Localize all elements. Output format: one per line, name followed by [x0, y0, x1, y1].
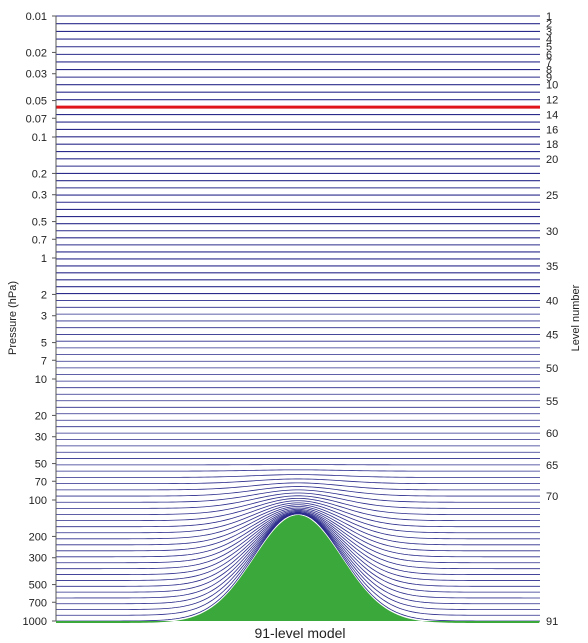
pressure-tick-label: 7: [41, 355, 47, 367]
level-tick-label: 45: [546, 329, 558, 341]
model-level-line: [56, 511, 540, 575]
level-tick-label: 30: [546, 226, 558, 238]
pressure-tick-label: 0.02: [26, 47, 47, 59]
pressure-tick-label: 0.2: [32, 168, 47, 180]
pressure-tick-label: 1000: [23, 616, 47, 628]
pressure-tick-label: 70: [35, 476, 47, 488]
level-axis-label: Level number: [570, 284, 582, 351]
level-tick-label: 25: [546, 190, 558, 202]
pressure-tick-label: 10: [35, 374, 47, 386]
level-tick-label: 50: [546, 363, 558, 375]
pressure-tick-label: 3: [41, 311, 47, 323]
level-ticks: 1234567891012141618202530354045505560657…: [546, 11, 558, 628]
figure-title: 91-level model: [254, 625, 345, 641]
pressure-tick-label: 1: [41, 253, 47, 265]
pressure-tick-label: 300: [29, 553, 47, 565]
level-tick-label: 12: [546, 95, 558, 107]
model-level-line: [56, 486, 540, 497]
model-level-line: [56, 492, 540, 509]
model-level-line: [56, 469, 540, 472]
model-level-line: [56, 497, 540, 522]
pressure-tick-label: 100: [29, 495, 47, 507]
level-tick-label: 14: [546, 110, 558, 122]
level-tick-label: 5: [546, 42, 552, 54]
model-level-line: [56, 508, 540, 558]
model-level-line: [56, 504, 540, 540]
model-level-line: [56, 482, 540, 491]
pressure-tick-label: 200: [29, 531, 47, 543]
level-tick-label: 6: [546, 49, 552, 61]
pressure-tick-label: 0.3: [32, 190, 47, 202]
model-level-line: [56, 495, 540, 515]
level-tick-label: 16: [546, 124, 558, 136]
model-level-line: [56, 478, 540, 485]
level-tick-label: 40: [546, 295, 558, 307]
pressure-tick-label: 0.5: [32, 217, 47, 229]
model-level-line: [56, 502, 540, 534]
level-tick-label: 10: [546, 80, 558, 92]
level-tick-label: 35: [546, 261, 558, 273]
pressure-tick-label: 5: [41, 338, 47, 350]
pressure-tick-label: 0.1: [32, 132, 47, 144]
model-level-line: [56, 489, 540, 503]
pressure-tick-label: 20: [35, 410, 47, 422]
level-tick-label: 60: [546, 428, 558, 440]
level-tick-label: 7: [546, 57, 552, 69]
model-level-line: [56, 512, 540, 622]
model-level-line: [56, 507, 540, 552]
pressure-tick-label: 50: [35, 459, 47, 471]
pressure-tick-label: 0.03: [26, 69, 47, 81]
pressure-tick-label: 0.05: [26, 96, 47, 108]
model-level-line: [56, 506, 540, 546]
pressure-tick-label: 700: [29, 597, 47, 609]
orography-hill: [56, 515, 540, 623]
model-level-line: [56, 510, 540, 564]
level-tick-label: 91: [546, 616, 558, 628]
pressure-tick-label: 2: [41, 289, 47, 301]
level-tick-label: 20: [546, 154, 558, 166]
level-tick-label: 55: [546, 396, 558, 408]
pressure-axis-label: Pressure (hPa): [7, 281, 19, 355]
pressure-tick-label: 30: [35, 432, 47, 444]
level-tick-label: 3: [546, 26, 552, 38]
level-tick-label: 8: [546, 65, 552, 77]
model-level-line: [56, 511, 540, 570]
pressure-tick-label: 0.7: [32, 234, 47, 246]
level-tick-label: 1: [546, 11, 552, 23]
level-tick-label: 18: [546, 139, 558, 151]
level-tick-label: 70: [546, 491, 558, 503]
level-lines: [56, 15, 540, 622]
level-tick-label: 2: [546, 19, 552, 31]
model-level-line: [56, 500, 540, 528]
pressure-tick-label: 500: [29, 580, 47, 592]
model-level-line: [56, 474, 540, 478]
pressure-ticks: 0.01 0.02 0.03 0.05 0.07 0.1 0.2 0.3 0.5 0.7 1 2 3 5 7…: [23, 11, 56, 628]
pressure-tick-label: 0.07: [26, 113, 47, 125]
level-tick-label: 4: [546, 34, 552, 46]
level-tick-label: 65: [546, 460, 558, 472]
level-tick-label: 9: [546, 72, 552, 84]
pressure-tick-label: 0.01: [26, 11, 47, 23]
